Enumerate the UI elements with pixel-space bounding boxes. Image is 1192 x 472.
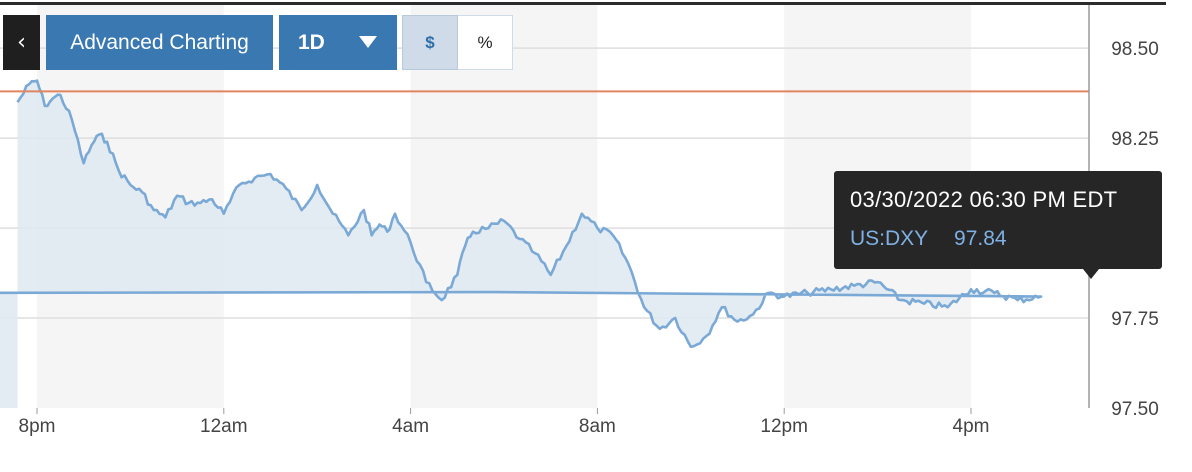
- y-tick-label: 97.75: [1111, 309, 1159, 330]
- x-tick-label: 12pm: [760, 416, 808, 437]
- y-tick-label: 97.50: [1111, 399, 1159, 420]
- tooltip-value: 97.84: [954, 227, 1007, 250]
- price-line: [0, 79, 1043, 349]
- chevron-down-icon: [359, 36, 377, 48]
- chart-tooltip: 03/30/2022 06:30 PM EDT US:DXY 97.84: [834, 171, 1162, 279]
- x-tick-label: 8pm: [19, 416, 56, 437]
- dollar-toggle-button[interactable]: $: [402, 15, 458, 70]
- back-button[interactable]: ‹: [3, 15, 40, 70]
- x-tick-label: 4pm: [953, 416, 990, 437]
- tooltip-value-row: US:DXY 97.84: [850, 227, 1162, 251]
- top-border: [0, 2, 1166, 5]
- y-tick-label: 98.50: [1111, 39, 1159, 60]
- percent-toggle-button[interactable]: %: [458, 15, 513, 70]
- time-range-label: 1D: [298, 30, 325, 54]
- time-range-dropdown[interactable]: 1D: [279, 15, 397, 70]
- tooltip-datetime: 03/30/2022 06:30 PM EDT: [850, 187, 1118, 212]
- advanced-charting-button[interactable]: Advanced Charting: [46, 15, 273, 70]
- x-tick-label: 4am: [392, 416, 429, 437]
- y-tick-label: 98.25: [1111, 129, 1159, 150]
- price-area-fill: [0, 80, 1042, 408]
- x-tick-label: 8am: [579, 416, 616, 437]
- background-band: [410, 5, 598, 408]
- x-tick-label: 12am: [200, 416, 248, 437]
- tooltip-symbol: US:DXY: [850, 227, 929, 250]
